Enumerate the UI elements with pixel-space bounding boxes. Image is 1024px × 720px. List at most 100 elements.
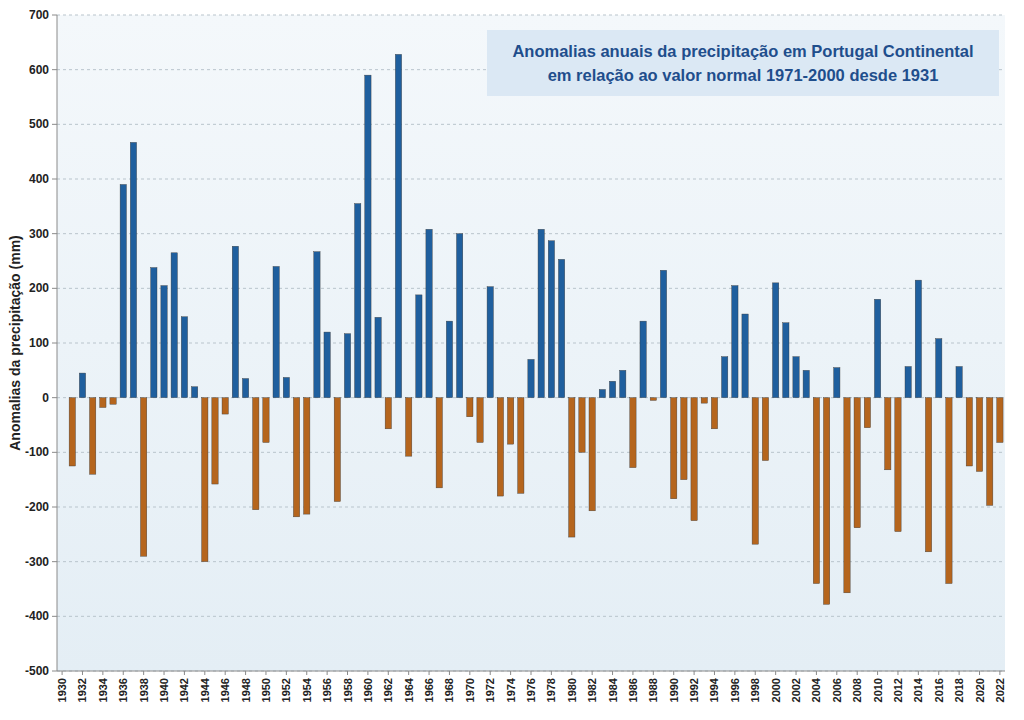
x-tick — [694, 671, 695, 675]
x-tick-label: 1936 — [117, 678, 129, 702]
y-tick — [52, 616, 57, 617]
bar — [711, 398, 717, 429]
x-tick-label: 1998 — [749, 678, 761, 702]
bar — [671, 398, 677, 499]
y-tick-label: 600 — [29, 63, 49, 77]
y-tick-label: -300 — [25, 555, 49, 569]
bar — [895, 398, 901, 532]
bar — [110, 398, 116, 405]
x-tick — [449, 671, 450, 675]
bar — [477, 398, 483, 443]
page-background — [0, 0, 1024, 720]
y-tick-label: 400 — [29, 172, 49, 186]
grid-line — [57, 452, 1005, 453]
y-tick-label: -500 — [25, 664, 49, 678]
bar — [212, 398, 218, 484]
grid-line — [57, 233, 1005, 234]
chart-svg: -500-400-300-200-10001002003004005006007… — [0, 0, 1024, 720]
y-tick-label: -200 — [25, 500, 49, 514]
bar — [242, 379, 248, 398]
x-tick-label: 1970 — [464, 678, 476, 702]
x-tick — [571, 671, 572, 675]
x-tick — [469, 671, 470, 675]
bar — [589, 398, 595, 511]
x-tick-label: 1990 — [668, 678, 680, 702]
x-tick-label: 1984 — [607, 677, 619, 702]
bar — [140, 398, 146, 557]
bar — [650, 398, 656, 401]
bar — [783, 323, 789, 398]
x-tick-label: 1988 — [647, 678, 659, 702]
x-tick — [592, 671, 593, 675]
x-tick — [143, 671, 144, 675]
y-tick — [52, 15, 57, 16]
bar — [548, 241, 554, 398]
bar — [701, 398, 707, 403]
x-tick-label: 1994 — [708, 677, 720, 702]
bar — [191, 387, 197, 398]
y-tick-label: 0 — [42, 391, 49, 405]
bar — [365, 75, 371, 398]
x-tick-label: 2014 — [912, 677, 924, 702]
bar — [834, 368, 840, 398]
bar — [385, 398, 391, 429]
bar — [283, 377, 289, 397]
grid-line — [57, 288, 1005, 289]
x-tick — [531, 671, 532, 675]
x-tick-label: 2000 — [770, 678, 782, 702]
bar — [987, 398, 993, 506]
bar — [569, 398, 575, 537]
x-tick-label: 1956 — [321, 678, 333, 702]
x-tick — [714, 671, 715, 675]
y-tick — [52, 179, 57, 180]
x-tick — [347, 671, 348, 675]
x-tick — [734, 671, 735, 675]
x-tick — [408, 671, 409, 675]
bar — [100, 398, 106, 408]
bar — [90, 398, 96, 475]
x-tick — [857, 671, 858, 675]
y-tick — [52, 288, 57, 289]
x-tick-label: 1942 — [178, 678, 190, 702]
bar — [997, 398, 1003, 443]
grid-line — [57, 179, 1005, 180]
x-tick — [123, 671, 124, 675]
bar — [436, 398, 442, 488]
x-tick-label: 2012 — [892, 678, 904, 702]
y-tick — [52, 233, 57, 234]
bar — [885, 398, 891, 470]
x-tick-label: 1938 — [138, 678, 150, 702]
bar — [69, 398, 75, 466]
bar — [467, 398, 473, 417]
bar — [905, 367, 911, 398]
grid-line — [57, 124, 1005, 125]
x-tick — [429, 671, 430, 675]
x-tick-label: 1980 — [566, 678, 578, 702]
bar — [344, 334, 350, 398]
x-tick — [612, 671, 613, 675]
bar — [334, 398, 340, 502]
x-tick-label: 1934 — [97, 677, 109, 702]
title-box — [487, 30, 999, 96]
x-tick — [959, 671, 960, 675]
x-tick-label: 2004 — [810, 677, 822, 702]
bar — [130, 142, 136, 397]
x-tick-label: 1964 — [403, 677, 415, 702]
bar — [406, 398, 412, 456]
bar — [844, 398, 850, 593]
bar — [742, 314, 748, 398]
bar — [640, 321, 646, 398]
x-tick-label: 1992 — [688, 678, 700, 702]
x-tick-label: 2002 — [790, 678, 802, 702]
x-tick — [632, 671, 633, 675]
x-tick-label: 1932 — [76, 678, 88, 702]
x-tick-label: 1944 — [199, 677, 211, 702]
bar — [79, 373, 85, 398]
bar — [558, 259, 564, 397]
bar — [854, 398, 860, 528]
bar — [456, 234, 462, 398]
grid-line — [57, 343, 1005, 344]
y-tick — [52, 397, 57, 398]
x-tick-label: 1974 — [505, 677, 517, 702]
bar — [416, 295, 422, 398]
